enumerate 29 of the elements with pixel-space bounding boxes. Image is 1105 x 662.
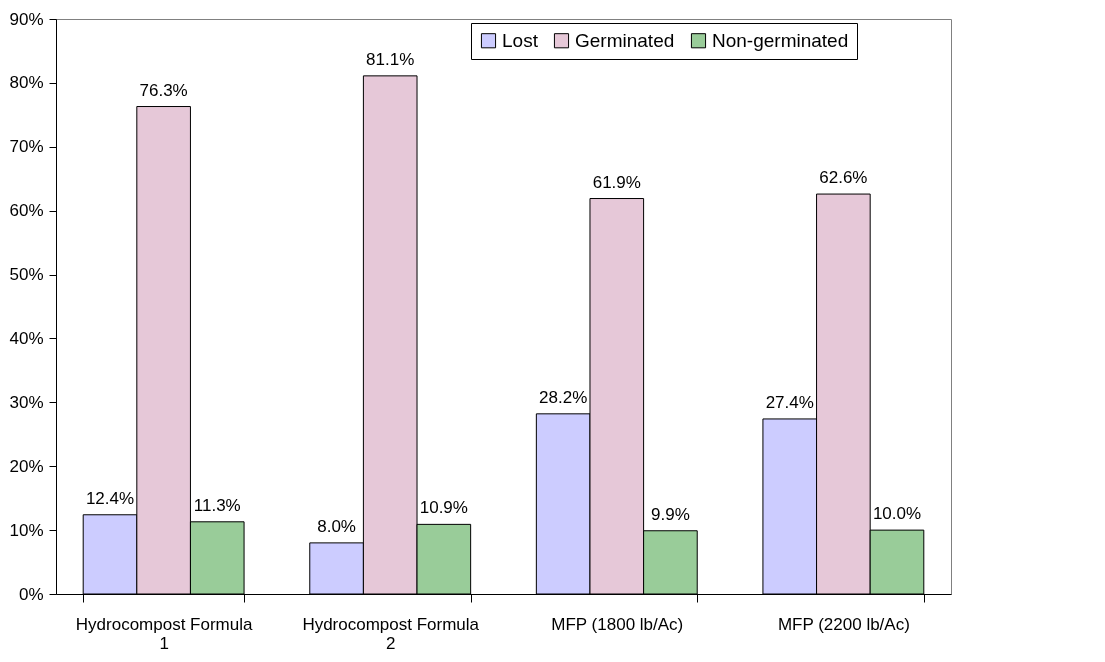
legend-label: Non-germinated	[712, 29, 849, 51]
x-tick-label: MFP (1800 lb/Ac)	[551, 614, 684, 634]
data-label: 81.1%	[366, 49, 415, 69]
data-label: 62.6%	[819, 168, 868, 188]
legend-label: Germinated	[575, 29, 675, 51]
data-label: 11.3%	[193, 495, 241, 515]
x-tick-label: Hydrocompost Formula 2	[302, 614, 480, 653]
y-tick-label: 10%	[9, 520, 44, 540]
y-tick-label: 20%	[9, 456, 44, 476]
y-tick-label: 90%	[9, 9, 44, 29]
data-label: 27.4%	[765, 392, 814, 412]
y-tick-label: 30%	[9, 392, 44, 412]
x-tick-label: Hydrocompost Formula 1	[75, 614, 253, 653]
y-tick-label: 80%	[9, 73, 44, 93]
y-tick-label: 70%	[9, 137, 44, 157]
data-label: 9.9%	[651, 504, 690, 524]
y-tick-label: 40%	[9, 328, 44, 348]
data-label: 76.3%	[139, 80, 188, 100]
data-label: 12.4%	[85, 488, 135, 508]
y-tick-label: 60%	[9, 201, 44, 221]
data-label: 10.0%	[872, 504, 922, 524]
x-tick-label: MFP (2200 lb/Ac)	[777, 614, 910, 634]
data-label: 61.9%	[592, 172, 641, 192]
data-label: 10.9%	[419, 498, 468, 518]
y-tick-label: 0%	[18, 584, 44, 604]
data-label: 8.0%	[317, 516, 356, 536]
y-tick-label: 50%	[9, 265, 44, 285]
data-label: 28.2%	[539, 387, 588, 407]
legend-label: Lost	[502, 29, 539, 51]
